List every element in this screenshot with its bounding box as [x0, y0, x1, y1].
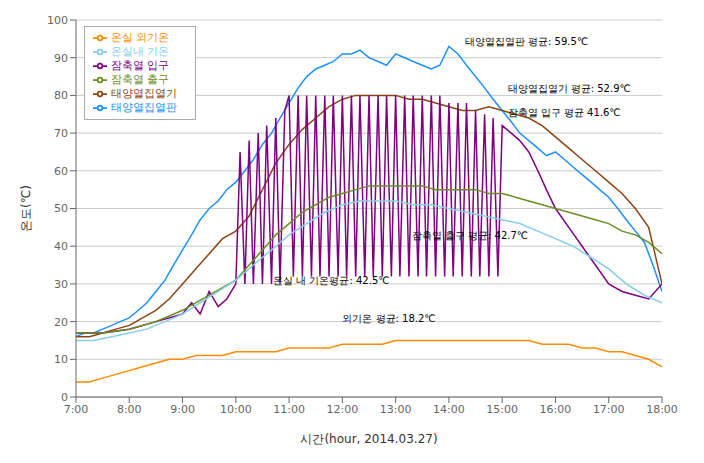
svg-text:20: 20 — [54, 316, 68, 329]
html-text:잠축열 입구: 잠축열 입구 — [111, 59, 170, 72]
svg-text:14:00: 14:00 — [433, 403, 465, 416]
svg-text:7:00: 7:00 — [64, 403, 89, 416]
svg-text:12:00: 12:00 — [327, 403, 359, 416]
svg-text:0: 0 — [61, 391, 68, 404]
html-text:온실내 기온: 온실내 기온 — [111, 45, 170, 58]
svg-text:잠축열 출구 평균: 42.7℃: 잠축열 출구 평균: 42.7℃ — [412, 230, 528, 241]
svg-text:잠축열 입구 평균 41.6℃: 잠축열 입구 평균 41.6℃ — [508, 107, 621, 118]
svg-text:8:00: 8:00 — [117, 403, 142, 416]
svg-text:70: 70 — [54, 127, 68, 140]
html-text:태양열집열판: 태양열집열판 — [111, 101, 177, 114]
svg-text:태양열집열판 평균: 59.5℃: 태양열집열판 평균: 59.5℃ — [465, 36, 588, 47]
svg-text:50: 50 — [54, 202, 68, 215]
html-text:잠축열 출구: 잠축열 출구 — [111, 73, 170, 86]
svg-text:태양열집열기 평균: 52.9℃: 태양열집열기 평균: 52.9℃ — [508, 83, 631, 94]
svg-text:17:00: 17:00 — [593, 403, 625, 416]
svg-text:10:00: 10:00 — [220, 403, 252, 416]
svg-text:30: 30 — [54, 278, 68, 291]
svg-text:80: 80 — [54, 89, 68, 102]
svg-text:100: 100 — [47, 14, 68, 27]
svg-text:90: 90 — [54, 52, 68, 65]
svg-text:18:00: 18:00 — [646, 403, 678, 416]
svg-text:10: 10 — [54, 353, 68, 366]
html-text:온실 외기온: 온실 외기온 — [111, 31, 170, 44]
svg-text:40: 40 — [54, 240, 68, 253]
html-text:태양열집열기: 태양열집열기 — [111, 87, 177, 100]
svg-text:온실 내 기온평균: 42.5℃: 온실 내 기온평균: 42.5℃ — [273, 275, 389, 286]
svg-text:온도(℃): 온도(℃) — [19, 185, 33, 232]
svg-text:15:00: 15:00 — [486, 403, 518, 416]
svg-text:16:00: 16:00 — [540, 403, 572, 416]
svg-text:외기온 평균: 18.2℃: 외기온 평균: 18.2℃ — [342, 313, 435, 324]
svg-text:11:00: 11:00 — [273, 403, 305, 416]
svg-text:9:00: 9:00 — [170, 403, 195, 416]
svg-text:60: 60 — [54, 165, 68, 178]
svg-text:13:00: 13:00 — [380, 403, 412, 416]
svg-text:시간(hour, 2014.03.27): 시간(hour, 2014.03.27) — [300, 432, 437, 446]
